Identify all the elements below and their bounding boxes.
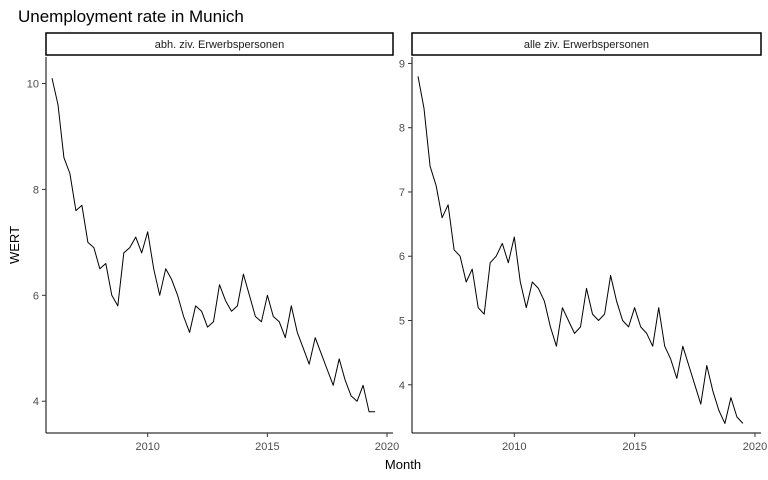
panel-right: alle ziv. Erwerbspersonen 4 5 6 7 8 9 2010 201…: [399, 32, 767, 453]
y-tick-label: 6: [399, 251, 405, 263]
strip-box-left: [45, 32, 394, 56]
x-axis-title: Month: [385, 457, 421, 472]
y-tick-label: 9: [399, 58, 405, 70]
x-tick-label: 2010: [502, 441, 526, 453]
panel-left: abh. ziv. Erwerbspersonen 4 6 8 10 2010 2015…: [27, 32, 399, 453]
y-tick-label: 10: [27, 78, 39, 90]
y-tick-label: 5: [399, 316, 405, 328]
y-axis-title: WERT: [7, 226, 22, 264]
series-line-alle: [417, 76, 744, 424]
strip-label-right: alle ziv. Erwerbspersonen: [524, 39, 649, 51]
chart-title: Unemployment rate in Munich: [18, 7, 244, 26]
y-tick-label: 6: [33, 290, 39, 302]
y-tick-label: 7: [399, 187, 405, 199]
y-tick-label: 4: [399, 380, 405, 392]
y-tick-label: 4: [33, 396, 39, 408]
x-tick-label: 2015: [622, 441, 646, 453]
x-tick-label: 2010: [135, 441, 159, 453]
strip-box-right: [411, 32, 762, 56]
y-tick-label: 8: [399, 123, 405, 135]
x-tick-label: 2015: [255, 441, 279, 453]
series-line-abh: [51, 78, 376, 413]
y-tick-label: 8: [33, 184, 39, 196]
x-tick-label: 2020: [375, 441, 399, 453]
strip-label-left: abh. ziv. Erwerbspersonen: [155, 39, 284, 51]
x-tick-label: 2020: [743, 441, 767, 453]
